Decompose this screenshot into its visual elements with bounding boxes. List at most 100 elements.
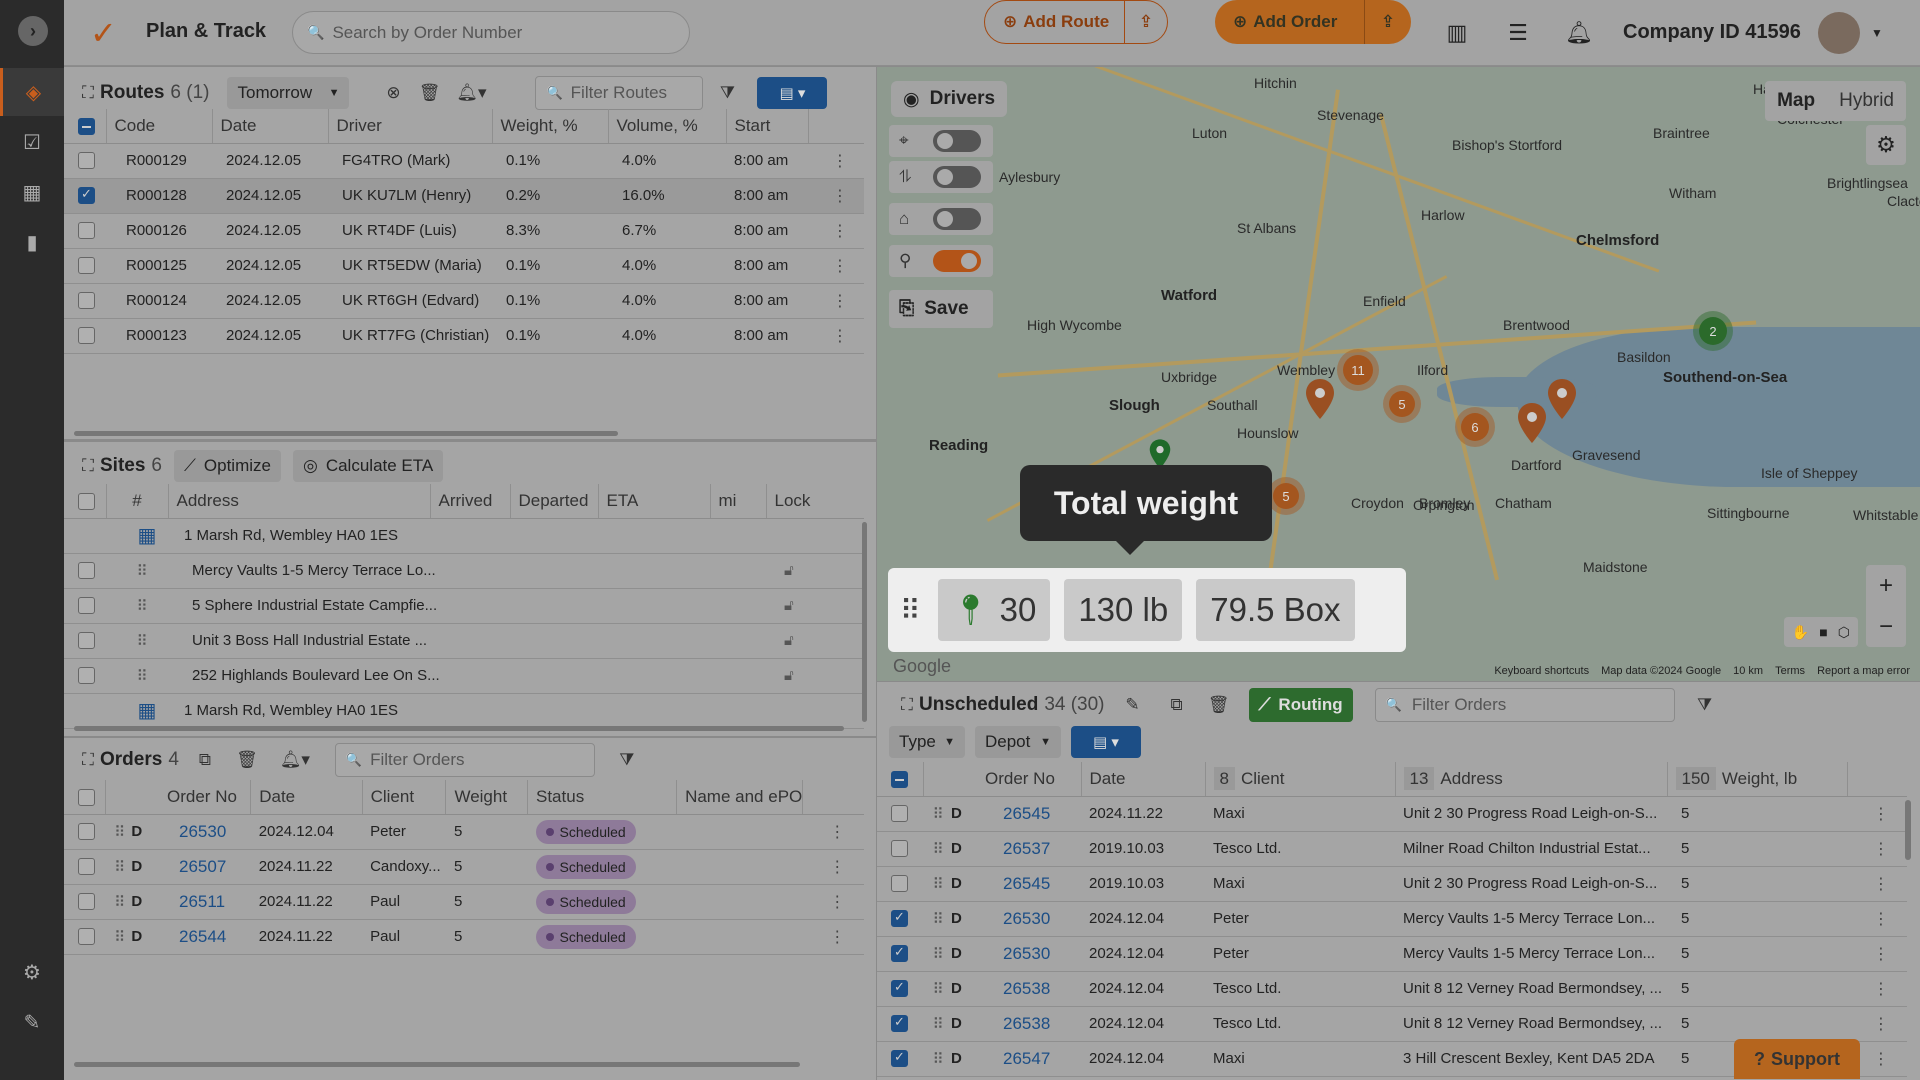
col-arrived[interactable]: Arrived [430, 484, 511, 519]
nav-settings-icon[interactable]: ⚙ [23, 961, 41, 984]
sites-scrollbar[interactable] [74, 726, 844, 731]
row-checkbox[interactable] [64, 143, 106, 179]
col-weight[interactable]: 150 Weight, lb [1667, 762, 1848, 797]
notify-dropdown-icon[interactable]: 🔔︎▾ [279, 750, 310, 769]
notify-dropdown-icon[interactable]: 🔔︎▾ [456, 83, 487, 102]
table-row[interactable]: ⠿ D 26544 2024.11.22 Paul 5 Scheduled ⋮ [64, 919, 864, 955]
copy-icon[interactable]: ⧉ [1170, 695, 1183, 714]
order-number-link[interactable]: 26538 [1003, 1013, 1051, 1033]
map-cluster[interactable]: 5 [1273, 483, 1299, 509]
map-pin-icon[interactable] [1149, 439, 1171, 469]
col-eta[interactable]: ETA [598, 484, 711, 519]
row-menu-icon[interactable]: ⋮ [1847, 936, 1907, 972]
order-number-link[interactable]: 26530 [1003, 908, 1051, 928]
table-row[interactable]: ⠿ D 26537 2019.10.03 Tesco Ltd. Milner Road C… [877, 831, 1907, 867]
drivers-button[interactable]: ◉ Drivers [891, 81, 1008, 117]
order-number-link[interactable]: 26511 [179, 891, 226, 911]
drag-handle-icon[interactable]: ⠿ [106, 658, 168, 694]
upload-order-icon[interactable]: ⇪ [1380, 12, 1396, 31]
row-checkbox[interactable] [877, 831, 923, 867]
table-row[interactable]: R000129 2024.12.05 FG4TRO (Mark) 0.1% 4.0% 8:… [64, 143, 864, 179]
depot-filter-dropdown[interactable]: Depot ▼ [975, 726, 1061, 758]
routes-scrollbar[interactable] [74, 431, 618, 436]
row-menu-icon[interactable]: ⋮ [802, 849, 864, 885]
row-checkbox[interactable] [877, 1006, 923, 1042]
row-checkbox[interactable] [877, 796, 923, 832]
col-date[interactable]: Date [1081, 762, 1206, 797]
clear-icon[interactable]: ⊗ [386, 83, 401, 102]
select-all-checkbox[interactable] [877, 762, 924, 797]
map-pin-icon[interactable] [1517, 403, 1547, 443]
table-row[interactable]: ⠿22 5 Sphere Industrial Estate Campfie...… [64, 588, 864, 624]
sites-vscrollbar[interactable] [862, 522, 867, 722]
panel-divider[interactable] [64, 440, 876, 442]
square-icon[interactable]: ■ [1819, 624, 1828, 640]
row-checkbox[interactable] [877, 866, 923, 902]
map-cluster[interactable]: 6 [1461, 413, 1489, 441]
row-menu-icon[interactable]: ⋮ [802, 814, 864, 850]
nav-orders-icon[interactable]: ☑ [23, 131, 41, 154]
col-order-no[interactable]: Order No [977, 762, 1082, 797]
col-lock[interactable]: Lock [766, 484, 864, 519]
row-menu-icon[interactable]: ⋮ [802, 919, 864, 955]
routes-toggle[interactable] [933, 166, 981, 188]
drag-handle-icon[interactable]: ⠿ [900, 594, 920, 626]
row-checkbox[interactable] [64, 849, 106, 885]
polygon-icon[interactable]: ⬡ [1837, 623, 1850, 640]
chat-icon[interactable]: ☰ [1508, 20, 1528, 45]
add-order-button[interactable]: ⊕ Add Order [1215, 0, 1365, 44]
drag-handle-icon[interactable]: ⠿ [106, 623, 168, 659]
depot-end-row[interactable]: ▦ 1 Marsh Rd, Wembley HA0 1ES [64, 693, 864, 729]
col-date[interactable]: Date [250, 780, 363, 815]
table-row[interactable]: R000124 2024.12.05 UK RT6GH (Edvard) 0.1% 4.… [64, 283, 864, 319]
drag-handle-icon[interactable]: ⠿ [923, 866, 951, 902]
report-link[interactable]: Report a map error [1817, 665, 1910, 677]
col-volume[interactable]: Volume, % [608, 109, 727, 144]
col-driver[interactable]: Driver [328, 109, 493, 144]
row-checkbox[interactable] [64, 213, 106, 249]
table-row[interactable]: R000125 2024.12.05 UK RT5EDW (Maria) 0.1% 4.… [64, 248, 864, 284]
order-search-input[interactable]: 🔍 Search by Order Number [292, 11, 690, 54]
row-checkbox[interactable] [64, 553, 106, 589]
table-row[interactable]: R000123 2024.12.05 UK RT7FG (Christian) 0.1… [64, 318, 864, 354]
row-checkbox[interactable] [64, 318, 106, 354]
row-menu-icon[interactable]: ⋮ [1847, 831, 1907, 867]
orders-filter-input[interactable]: 🔍 Filter Orders [334, 743, 595, 777]
order-number-link[interactable]: 26530 [179, 821, 227, 841]
row-menu-icon[interactable]: ⋮ [1847, 866, 1907, 902]
col-weight[interactable]: Weight, % [492, 109, 609, 144]
drag-handle-icon[interactable]: ⠿ [923, 1041, 951, 1077]
date-filter-dropdown[interactable]: Tomorrow ▼ [227, 77, 350, 109]
delete-icon[interactable]: 🗑 [236, 750, 258, 769]
order-number-link[interactable]: 26537 [1003, 838, 1051, 858]
nav-calendar-icon[interactable]: ▦ [22, 181, 42, 204]
order-number-link[interactable]: 26544 [179, 926, 227, 946]
bell-icon[interactable]: 🔔︎ [1565, 20, 1593, 45]
delete-icon[interactable]: 🗑 [418, 83, 441, 102]
col-weight[interactable]: Weight [445, 780, 528, 815]
col-client[interactable]: Client [362, 780, 447, 815]
export-dropdown-button[interactable]: ▤ ▾ [757, 77, 828, 109]
table-row[interactable]: ⠿ D 26545 2024.11.22 Maxi Unit 2 30 Progress … [877, 796, 1907, 832]
map-cluster[interactable]: 11 [1343, 355, 1373, 385]
drag-handle-icon[interactable]: ⠿ [923, 971, 951, 1007]
export-dropdown-button[interactable]: ▤ ▾ [1071, 726, 1141, 758]
row-checkbox[interactable] [64, 588, 106, 624]
lock-icon[interactable]: 🔓︎ [766, 658, 864, 694]
optimize-button[interactable]: ⟋ Optimize [174, 450, 281, 482]
row-checkbox[interactable] [64, 178, 106, 214]
row-menu-icon[interactable]: ⋮ [808, 318, 864, 354]
table-row[interactable]: ⠿ D 26511 2024.11.22 Paul 5 Scheduled ⋮ [64, 884, 864, 920]
drag-handle-icon[interactable]: ⠿ [105, 884, 132, 920]
order-number-link[interactable]: 26538 [1003, 978, 1051, 998]
depots-toggle[interactable] [933, 208, 981, 230]
row-menu-icon[interactable]: ⋮ [808, 143, 864, 179]
col-name-epod[interactable]: Name and ePO [676, 780, 804, 815]
row-menu-icon[interactable]: ⋮ [808, 283, 864, 319]
drag-handle-icon[interactable]: ⠿ [105, 849, 132, 885]
row-menu-icon[interactable]: ⋮ [1847, 971, 1907, 1007]
col-num[interactable]: # [106, 484, 169, 519]
